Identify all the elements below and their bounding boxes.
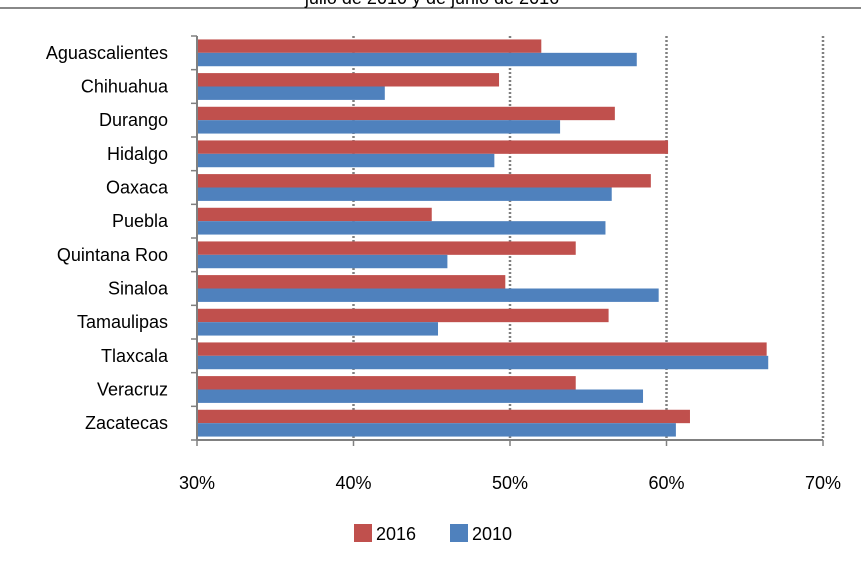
bar-2010 (197, 423, 676, 437)
axes (191, 35, 824, 446)
bar-2010 (197, 86, 385, 100)
category-label: Veracruz (97, 380, 168, 400)
category-label: Sinaloa (108, 279, 169, 299)
category-label: Chihuahua (81, 77, 169, 97)
x-tick-label: 60% (648, 473, 684, 493)
bar-2010 (197, 52, 637, 67)
bar-2016 (197, 174, 651, 188)
x-tick-labels: 30% 40% 50% 60% 70% (179, 473, 841, 493)
bar-2010 (197, 120, 561, 134)
bar-2016 (197, 140, 669, 154)
bar-2016 (197, 207, 432, 222)
x-tick-label: 40% (335, 473, 371, 493)
bar-2010 (197, 153, 495, 168)
bar-2016 (197, 376, 576, 390)
bar-2010 (197, 355, 769, 370)
category-label: Zacatecas (85, 413, 168, 433)
bar-2016 (197, 308, 609, 323)
bar-2016 (197, 409, 690, 424)
category-label: Durango (99, 110, 168, 130)
x-tick-label: 70% (805, 473, 841, 493)
bar-2010 (197, 322, 439, 336)
legend-swatch-2016 (354, 524, 372, 542)
bar-2016 (197, 39, 542, 53)
category-label: Hidalgo (107, 144, 168, 164)
category-label: Tlaxcala (101, 346, 169, 366)
bar-2010 (197, 288, 659, 302)
bar-2010 (197, 187, 612, 201)
chart-title: julio de 2010 y de junio de 2016 (304, 0, 559, 8)
category-label: Oaxaca (106, 178, 169, 198)
category-label: Aguascalientes (46, 43, 168, 63)
bar-2016 (197, 106, 615, 121)
x-tick-label: 30% (179, 473, 215, 493)
legend-swatch-2010 (450, 524, 468, 542)
category-label: Tamaulipas (77, 312, 168, 332)
category-label: Puebla (112, 211, 169, 231)
bar-2010 (197, 254, 448, 269)
bar-2010 (197, 221, 606, 235)
legend-label-2016: 2016 (376, 524, 416, 544)
bar-2010 (197, 389, 644, 403)
bar-2016 (197, 342, 767, 356)
category-label: Quintana Roo (57, 245, 168, 265)
x-tick-label: 50% (492, 473, 528, 493)
legend-label-2010: 2010 (472, 524, 512, 544)
bar-2016 (197, 73, 500, 87)
gridlines (352, 36, 825, 440)
bar-2016 (197, 241, 576, 255)
bar-2016 (197, 275, 506, 289)
category-labels: Aguascalientes Chihuahua Durango Hidalgo Oax… (46, 43, 169, 433)
bars (197, 39, 769, 437)
legend: 2016 2010 (354, 524, 512, 544)
